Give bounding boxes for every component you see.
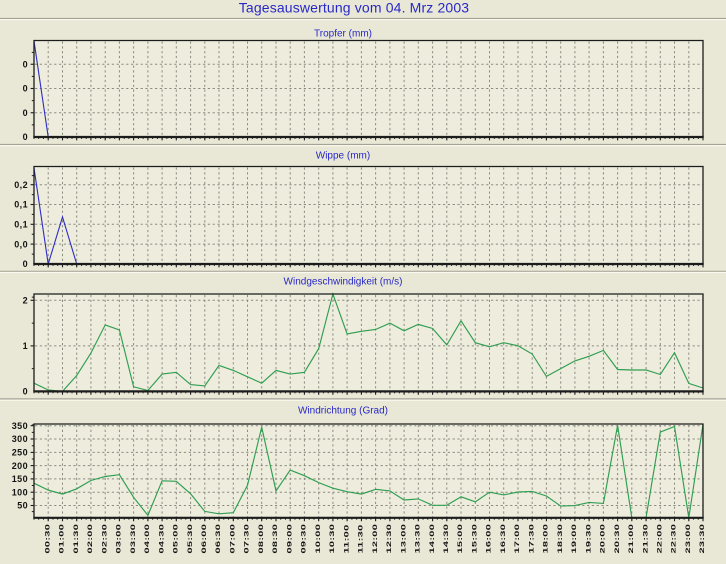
- svg-text:19:00: 19:00: [570, 524, 577, 554]
- svg-text:08:30: 08:30: [271, 524, 278, 554]
- svg-text:20:30: 20:30: [613, 524, 620, 554]
- svg-text:Windrichtung (Grad): Windrichtung (Grad): [298, 406, 388, 417]
- svg-text:15:00: 15:00: [456, 524, 463, 554]
- svg-text:250: 250: [12, 448, 28, 458]
- svg-text:01:30: 01:30: [72, 524, 79, 554]
- svg-text:09:00: 09:00: [285, 524, 292, 554]
- svg-text:11:30: 11:30: [357, 525, 364, 554]
- svg-text:2: 2: [23, 296, 28, 306]
- svg-text:1: 1: [23, 341, 28, 351]
- svg-text:0,1: 0,1: [14, 220, 28, 230]
- svg-text:20:00: 20:00: [599, 524, 606, 554]
- svg-text:02:00: 02:00: [86, 524, 93, 554]
- svg-text:Tropfer (mm): Tropfer (mm): [314, 29, 372, 40]
- svg-text:0: 0: [23, 108, 28, 118]
- svg-text:22:00: 22:00: [656, 524, 663, 554]
- svg-text:12:00: 12:00: [371, 524, 378, 554]
- svg-text:21:00: 21:00: [627, 524, 634, 554]
- svg-text:17:00: 17:00: [513, 524, 520, 554]
- svg-text:19:30: 19:30: [584, 524, 591, 554]
- svg-text:23:30: 23:30: [698, 524, 705, 554]
- svg-text:05:00: 05:00: [172, 524, 179, 554]
- svg-text:350: 350: [12, 421, 28, 431]
- svg-text:14:30: 14:30: [442, 524, 449, 554]
- svg-text:0: 0: [23, 59, 28, 69]
- svg-text:11:00: 11:00: [342, 525, 349, 554]
- svg-text:07:00: 07:00: [229, 524, 236, 554]
- svg-text:18:30: 18:30: [556, 524, 563, 554]
- svg-text:13:30: 13:30: [414, 524, 421, 554]
- svg-text:0,0: 0,0: [14, 239, 28, 249]
- svg-text:16:30: 16:30: [499, 524, 506, 554]
- svg-text:0: 0: [23, 259, 28, 269]
- svg-text:0,1: 0,1: [14, 200, 28, 210]
- svg-text:300: 300: [12, 434, 28, 444]
- svg-text:18:00: 18:00: [542, 524, 549, 554]
- svg-text:22:30: 22:30: [670, 524, 677, 554]
- svg-text:15:30: 15:30: [471, 524, 478, 554]
- svg-text:04:30: 04:30: [157, 524, 164, 554]
- svg-text:07:30: 07:30: [243, 524, 250, 554]
- svg-text:05:30: 05:30: [186, 524, 193, 554]
- svg-text:0: 0: [23, 386, 28, 396]
- svg-text:13:00: 13:00: [399, 524, 406, 554]
- svg-text:0,2: 0,2: [14, 180, 28, 190]
- svg-text:00:30: 00:30: [43, 524, 50, 554]
- svg-text:09:30: 09:30: [300, 524, 307, 554]
- svg-text:10:00: 10:00: [314, 524, 321, 554]
- svg-text:0: 0: [23, 132, 28, 142]
- svg-text:17:30: 17:30: [527, 524, 534, 554]
- svg-text:10:30: 10:30: [328, 524, 335, 554]
- svg-text:200: 200: [12, 461, 28, 471]
- svg-text:06:00: 06:00: [200, 524, 207, 554]
- svg-text:02:30: 02:30: [100, 524, 107, 554]
- svg-text:06:30: 06:30: [214, 524, 221, 554]
- svg-text:12:30: 12:30: [385, 524, 392, 554]
- svg-text:04:00: 04:00: [143, 524, 150, 554]
- svg-text:03:00: 03:00: [115, 524, 122, 554]
- svg-text:150: 150: [12, 474, 28, 484]
- svg-text:23:00: 23:00: [684, 524, 691, 554]
- svg-text:16:00: 16:00: [485, 524, 492, 554]
- svg-text:03:30: 03:30: [129, 524, 136, 554]
- svg-text:50: 50: [17, 501, 28, 511]
- svg-text:Tagesauswertung vom 04. Mrz 20: Tagesauswertung vom 04. Mrz 2003: [239, 0, 470, 16]
- svg-text:0: 0: [23, 84, 28, 94]
- svg-text:08:00: 08:00: [257, 524, 264, 554]
- svg-text:01:00: 01:00: [58, 524, 65, 554]
- svg-text:14:00: 14:00: [428, 524, 435, 554]
- svg-text:21:30: 21:30: [641, 524, 648, 554]
- svg-text:100: 100: [12, 487, 28, 497]
- svg-text:Wippe (mm): Wippe (mm): [316, 151, 370, 162]
- svg-text:Windgeschwindigkeit (m/s): Windgeschwindigkeit (m/s): [284, 277, 403, 288]
